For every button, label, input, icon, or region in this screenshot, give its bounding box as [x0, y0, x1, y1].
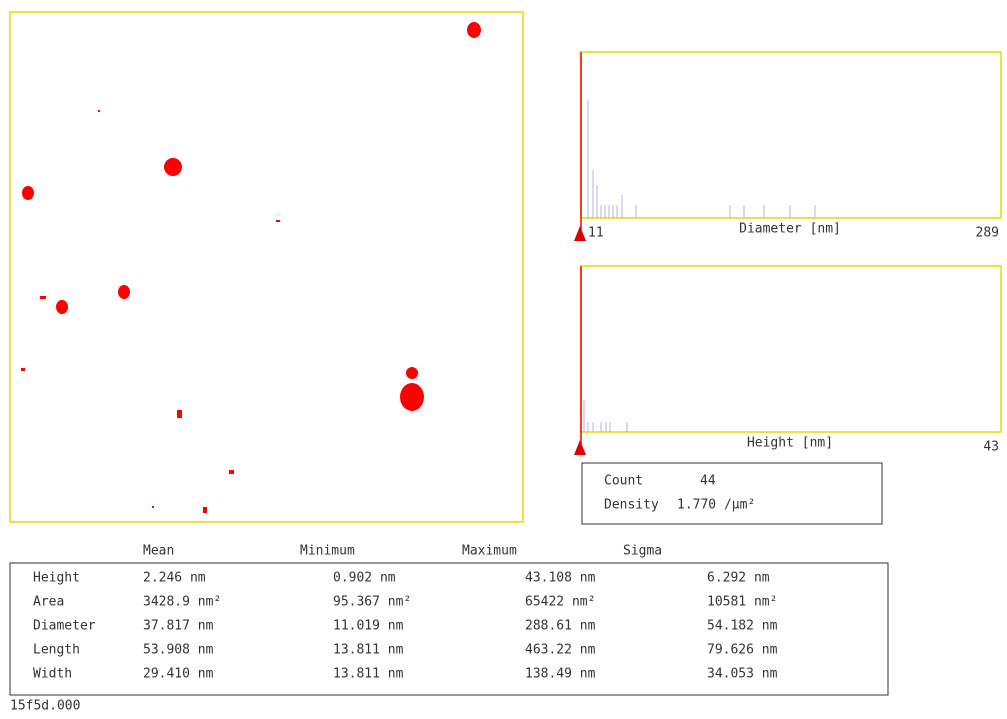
- cell: 13.811 nm: [333, 667, 404, 682]
- axis-label: Diameter [nm]: [739, 222, 841, 237]
- cell: 34.053 nm: [707, 667, 778, 682]
- count: 44: [700, 474, 716, 489]
- cell: 53.908 nm: [143, 643, 214, 658]
- axis-min: 11: [588, 226, 604, 241]
- marker: [574, 226, 586, 241]
- cell: 65422 nm²: [525, 595, 595, 610]
- cell: 29.410 nm: [143, 667, 214, 682]
- cell: 2.246 nm: [143, 571, 206, 586]
- axis-label: Height [nm]: [747, 436, 833, 451]
- column-header: Mean: [143, 544, 174, 559]
- axis-max: 289: [976, 226, 999, 241]
- cell: 288.61 nm: [525, 619, 596, 634]
- cell: 54.182 nm: [707, 619, 778, 634]
- cell: 11.019 nm: [333, 619, 404, 634]
- row-label: Width: [33, 667, 72, 682]
- marker: [574, 440, 586, 455]
- row-label: Area: [33, 595, 64, 610]
- height-histogram: [580, 265, 1002, 433]
- histogram-bars: [587, 100, 816, 218]
- cell: 79.626 nm: [707, 643, 778, 658]
- count-label: Count: [604, 474, 643, 489]
- density: 1.770 /µm²: [677, 498, 755, 513]
- column-header: Maximum: [462, 544, 517, 559]
- row-label: Diameter: [33, 619, 96, 634]
- cell: 13.811 nm: [333, 643, 404, 658]
- cell: 6.292 nm: [707, 571, 770, 586]
- cell: 43.108 nm: [525, 571, 596, 586]
- cell: 3428.9 nm²: [143, 595, 221, 610]
- particles: [21, 22, 481, 513]
- column-header: Minimum: [300, 544, 355, 559]
- row-label: Height: [33, 571, 80, 586]
- cell: 10581 nm²: [707, 595, 777, 610]
- image-panel: [9, 11, 524, 523]
- column-header: Sigma: [623, 544, 662, 559]
- cell: 95.367 nm²: [333, 595, 411, 610]
- axis-max: 43: [983, 440, 999, 455]
- cell: 37.817 nm: [143, 619, 214, 634]
- diameter-histogram: [580, 51, 1002, 219]
- summary-box: [581, 462, 883, 525]
- density-label: Density: [604, 498, 659, 513]
- table-rows: Height 2.246 nm 0.902 nm 43.108 nm 6.292 nm A…: [33, 571, 778, 682]
- cell: 0.902 nm: [333, 571, 396, 586]
- cell: 138.49 nm: [525, 667, 596, 682]
- histogram-bars: [583, 400, 628, 432]
- row-label: Length: [33, 643, 80, 658]
- footer: 15f5d.000: [10, 699, 80, 714]
- stats-table: [9, 562, 889, 696]
- cell: 463.22 nm: [525, 643, 596, 658]
